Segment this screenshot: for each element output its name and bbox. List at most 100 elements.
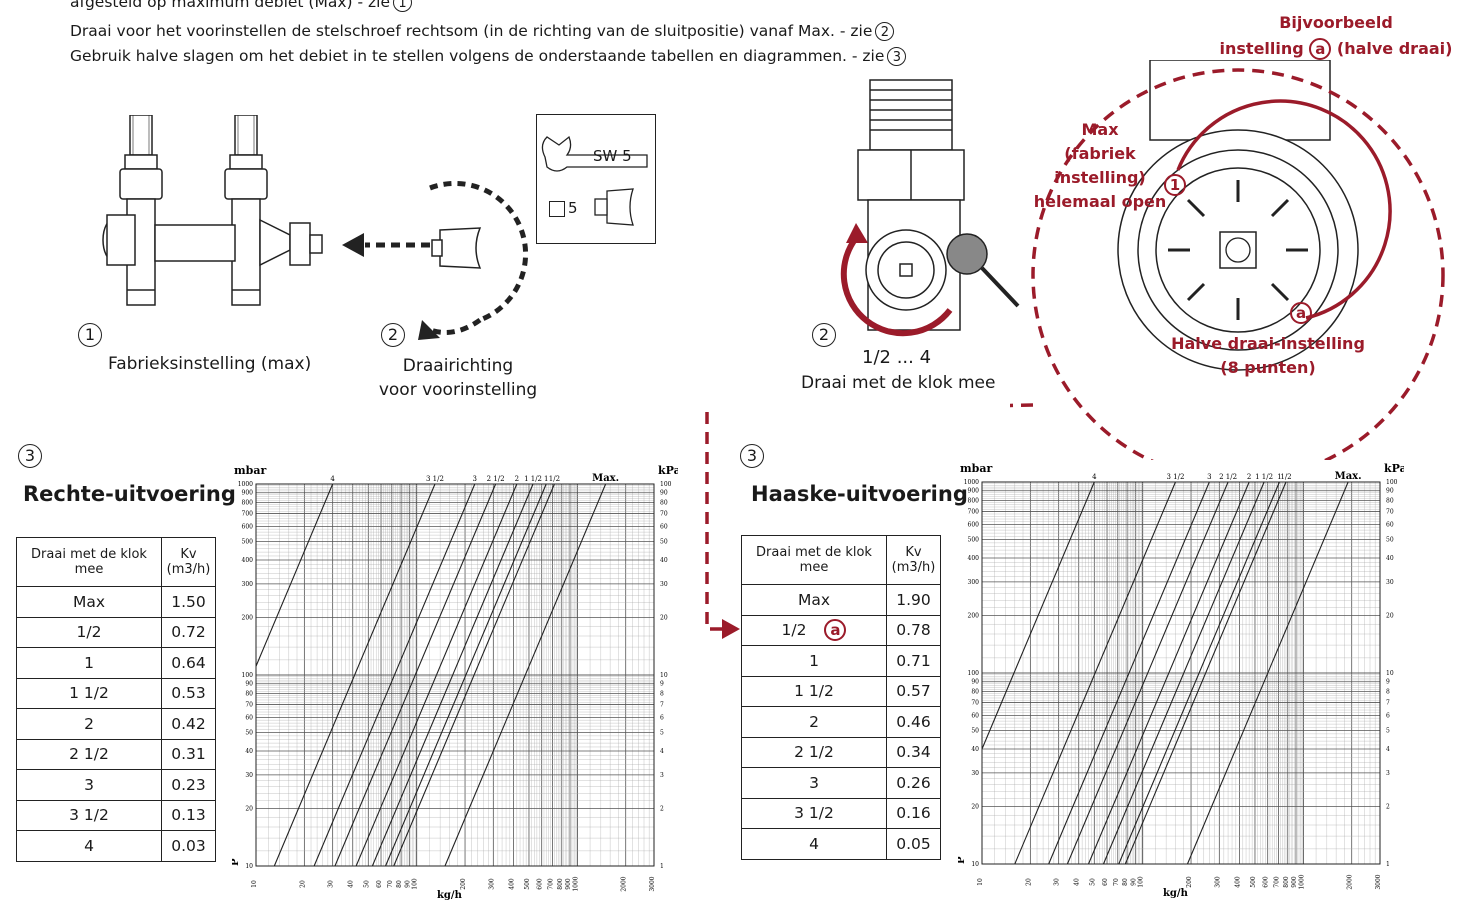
y-tick-label-right: 3 [1386, 770, 1390, 777]
series-lines [981, 481, 1349, 865]
x-tick-label: 2000 [1347, 874, 1354, 889]
table-row: 1 1/2 0.53 [16, 677, 216, 709]
turn-cell: Max [16, 586, 162, 618]
y-tick-label-left: 600 [242, 523, 254, 530]
y-tick-label-right: 8 [660, 691, 664, 698]
y-tick-label-left: 30 [971, 770, 979, 777]
series-label: 2 1/2 [1219, 473, 1237, 481]
turn-cell: 1/2 a [741, 614, 887, 646]
turn-cell: 3 [741, 767, 887, 799]
x-tick-label: 10 [251, 880, 258, 888]
turn-cell: 2 [16, 708, 162, 740]
y-tick-label-left: 700 [242, 511, 254, 518]
example-marker: a [1309, 38, 1332, 60]
callout-connector [705, 412, 740, 639]
x-tick-label: 500 [524, 878, 531, 890]
y-tick-label-left: 10 [245, 863, 253, 870]
x-tick-label: 10 [977, 878, 984, 886]
series-line [1066, 481, 1229, 865]
turn-cell: 1 1/2 [741, 675, 887, 707]
series-line [1048, 481, 1210, 865]
step-1-caption: Fabrieksinstelling (max) [108, 354, 312, 374]
table-row: 1/2 a 0.78 [741, 614, 941, 646]
y-tick-label-right: 5 [660, 729, 664, 736]
x-tick-label: 500 [1250, 876, 1257, 888]
instruction-line-3: Gebruik halve slagen om het debiet in te… [70, 45, 907, 67]
table-row: 1/2 0.72 [16, 616, 216, 648]
y-tick-label-left: 70 [245, 702, 253, 709]
series-label: 3 [473, 475, 477, 483]
kv-cell: 1.50 [161, 586, 216, 618]
series-label: 2 [515, 475, 519, 483]
series-line [313, 483, 476, 867]
series-label: 3 [1207, 473, 1211, 481]
y-tick-label-left: 100 [968, 670, 980, 677]
header-turns: Draai met de klok mee [16, 537, 162, 587]
y-tick-label-left: 90 [971, 679, 979, 686]
x-tick-label: 200 [1186, 876, 1193, 888]
kv-cell: 0.26 [886, 767, 941, 799]
hex-key-icon [549, 201, 565, 217]
y-tick-label-left: 500 [242, 538, 254, 545]
x-tick-label: 30 [1054, 878, 1061, 886]
kv-cell: 0.05 [886, 828, 941, 860]
y-tick-label-right: 70 [660, 511, 668, 518]
y-tick-label-right: 1 [660, 863, 664, 870]
x-tick-label: 800 [1283, 876, 1290, 888]
series-label: 4 [1092, 473, 1097, 481]
straight-kv-table: Draai met de klok mee Kv (m3/h) Max 1.50 1/… [16, 537, 216, 862]
y-tick-label-left: 900 [968, 488, 980, 495]
y-axis-label-left: mbar [234, 464, 266, 477]
table-row: 3 1/2 0.13 [16, 799, 216, 831]
y-tick-label-left: 50 [971, 727, 979, 734]
max-label: Max (fabriek instelling) helemaal open [1033, 120, 1167, 211]
table-row: 2 1/2 0.34 [741, 736, 941, 768]
grid [981, 481, 1381, 865]
y-tick-label-left: 80 [245, 691, 253, 698]
x-tick-label: 3000 [649, 876, 656, 891]
ref-marker: 2 [875, 22, 895, 41]
x-tick-label: 20 [1025, 878, 1032, 886]
rotation-caption: Draairichting voor voorinstelling [378, 356, 538, 400]
y-tick-label-left: 900 [242, 490, 254, 497]
x-tick-label: 900 [1291, 876, 1298, 888]
series-label: 4 [330, 475, 335, 483]
series-lines [255, 483, 607, 867]
angle-title: Haaske-uitvoering [751, 482, 968, 506]
valve-factory-illustration [102, 115, 323, 306]
y-tick-label-right: 8 [1386, 689, 1390, 696]
x-tick-label: 40 [348, 880, 355, 888]
y-tick-label-left: 10 [971, 861, 979, 868]
x-tick-label: 90 [1130, 878, 1137, 886]
kv-cell: 0.23 [161, 769, 216, 801]
y-tick-label-left: 200 [242, 615, 254, 622]
straight-title: Rechte-uitvoering [23, 482, 236, 506]
x-tick-label: 300 [1214, 876, 1221, 888]
turn-cell: Max [741, 584, 887, 616]
y-tick-label-left: 800 [242, 500, 254, 507]
x-tick-label: 70 [1113, 878, 1120, 886]
y-tick-label-left: 70 [971, 700, 979, 707]
instruction-line-1: afgesteld op maximum debiet (Max) - zie 1 [70, 0, 412, 13]
y-axis-label-right: kPa [658, 464, 678, 477]
kv-cell: 0.16 [886, 797, 941, 829]
y-tick-label-left: 60 [971, 712, 979, 719]
series-line [334, 483, 497, 867]
series-line [1118, 481, 1280, 865]
y-tick-label-right: 2 [1386, 804, 1390, 811]
series-label: 3 1/2 [426, 475, 444, 483]
marker-1: 1 [1164, 174, 1186, 196]
table-row: 2 1/2 0.31 [16, 738, 216, 770]
pressure-axis-label: P [958, 856, 967, 864]
step-2b-marker: 2 [812, 323, 836, 347]
series-label: 1 [544, 475, 548, 483]
y-tick-label-right: 90 [1386, 488, 1394, 495]
table-row: Max 1.90 [741, 584, 941, 616]
x-tick-label: 1000 [1298, 874, 1305, 889]
x-tick-label: 90 [404, 880, 411, 888]
x-tick-label: 200 [460, 878, 467, 890]
y-tick-label-left: 60 [245, 714, 253, 721]
table-row: 4 0.03 [16, 830, 216, 862]
x-tick-label: 80 [1122, 878, 1129, 886]
table-row: 1 0.64 [16, 647, 216, 679]
